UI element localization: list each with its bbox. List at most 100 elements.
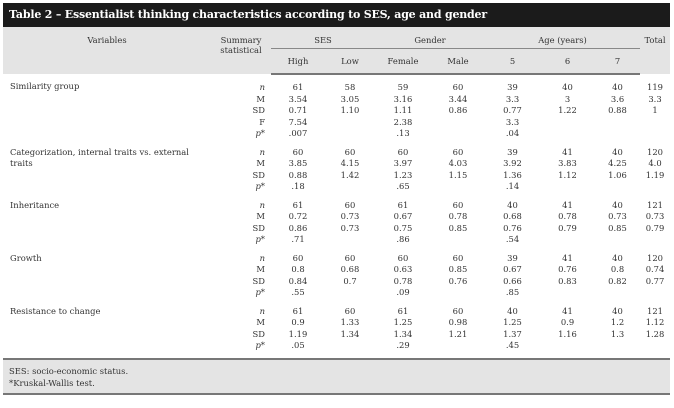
value-cell: 0.86 (288, 222, 308, 233)
value-cell: 0.98 (448, 317, 468, 327)
variable-label: Inheritance (10, 199, 60, 210)
value-cell: .71 (291, 234, 305, 244)
value-cell: .45 (505, 340, 520, 350)
value-cell: 60 (344, 146, 356, 157)
header-female: Female (375, 48, 431, 75)
value-cell (640, 287, 670, 299)
footnote: *Kruskal-Wallis test. (9, 377, 95, 388)
value-cell: 0.74 (645, 264, 665, 274)
value-cell: 39 (507, 252, 518, 263)
value-cell (431, 234, 485, 246)
value-cell: 119 (647, 81, 664, 92)
value-cell (640, 128, 670, 140)
value-cell: 1.16 (558, 328, 577, 339)
value-cell: 61 (292, 305, 304, 316)
table-figure: Table 2 – Essentialist thinking characte… (3, 3, 671, 395)
value-cell (595, 117, 640, 129)
value-cell: 0.73 (608, 211, 627, 221)
value-cell: .09 (396, 287, 410, 297)
header-male: Male (431, 48, 485, 75)
value-cell: 0.63 (393, 264, 413, 274)
value-cell: 0.73 (340, 222, 360, 233)
value-cell: 1.23 (393, 169, 413, 180)
summary-stat: n (259, 81, 265, 92)
value-cell: 0.77 (645, 275, 665, 286)
value-cell: 60 (397, 146, 409, 157)
header-age-7: 7 (595, 48, 641, 75)
value-cell (431, 287, 485, 299)
table-row: SD 0.86 0.73 0.75 0.85 0.76 0.79 0.85 0.79 (3, 223, 670, 235)
value-cell: 61 (397, 199, 409, 210)
value-cell: 3.97 (393, 158, 413, 168)
value-cell: 60 (452, 252, 464, 263)
value-cell: 0.78 (448, 211, 468, 221)
summary-stat: p* (255, 181, 265, 191)
variable-label: Resistance to change (10, 305, 101, 316)
table-footnotes: SES: socio-economic status. *Kruskal-Wal… (3, 357, 670, 395)
value-cell (431, 128, 485, 140)
value-cell: 1.19 (288, 328, 308, 339)
value-cell: 0.8 (610, 264, 625, 274)
value-cell: 3.85 (288, 158, 308, 168)
summary-stat: SD (252, 328, 265, 339)
value-cell (640, 234, 670, 246)
value-cell (325, 234, 375, 246)
value-cell: 0.88 (608, 105, 627, 115)
value-cell: 40 (612, 305, 623, 316)
value-cell: 39 (507, 82, 518, 92)
value-cell: 0.84 (288, 275, 308, 286)
value-cell: 1.37 (503, 328, 522, 339)
value-cell: 61 (292, 82, 304, 92)
value-cell: 0.8 (291, 264, 305, 274)
table-row: Similarity group n 61 58 59 60 39 40 40 119 (3, 74, 670, 94)
table-row: F 7.54 2.38 3.3 (3, 117, 670, 129)
value-cell (640, 340, 670, 358)
table-row: p* .55 .09 .85 (3, 287, 670, 299)
value-cell: 0.78 (393, 275, 413, 286)
value-cell: 41 (562, 146, 573, 157)
value-cell: 1.28 (645, 328, 665, 339)
value-cell: 0.79 (558, 222, 577, 233)
variable-label: Similarity group (10, 81, 80, 91)
value-cell: .05 (291, 340, 305, 350)
value-cell: 1.15 (448, 169, 468, 180)
value-cell: 0.7 (343, 275, 357, 286)
value-cell: 0.67 (393, 211, 413, 221)
summary-stat: SD (252, 222, 265, 233)
value-cell: 1.21 (448, 328, 468, 339)
value-cell (540, 181, 595, 193)
table-row: SD 0.71 1.10 1.11 0.86 0.77 1.22 0.88 1 (3, 105, 670, 117)
value-cell: 0.85 (448, 264, 468, 274)
value-cell: 0.77 (503, 105, 522, 115)
value-cell: 120 (647, 252, 664, 263)
value-cell: 1.12 (558, 169, 577, 180)
value-cell (540, 287, 595, 299)
value-cell: 60 (452, 199, 464, 210)
value-cell: 60 (452, 82, 464, 92)
summary-stat: p* (255, 340, 265, 350)
value-cell: 2.38 (393, 116, 413, 127)
table-row: M 0.9 1.33 1.25 0.98 1.25 0.9 1.2 1.12 (3, 317, 670, 329)
value-cell: 4.15 (340, 158, 360, 168)
value-cell: 60 (344, 305, 356, 316)
value-cell: 60 (452, 146, 464, 157)
value-cell: 4.0 (648, 158, 662, 168)
value-cell: 0.71 (288, 105, 308, 115)
value-cell: 3 (564, 93, 571, 104)
value-cell: 59 (397, 82, 409, 92)
summary-stat: F (259, 116, 265, 127)
summary-stat: p* (255, 128, 265, 138)
value-cell: 3.3 (648, 93, 662, 104)
value-cell: 3.44 (448, 93, 468, 104)
table-row: p* .18 .65 .14 (3, 181, 670, 193)
value-cell: 0.76 (503, 222, 522, 233)
value-cell: .14 (505, 181, 520, 191)
value-cell: 0.76 (558, 264, 577, 274)
summary-stat: n (259, 252, 265, 263)
value-cell: .007 (288, 128, 308, 138)
value-cell: 0.76 (448, 275, 468, 286)
summary-stat: M (256, 264, 265, 274)
value-cell: 40 (562, 82, 573, 92)
value-cell: 0.72 (288, 211, 308, 221)
value-cell: 7.54 (288, 116, 308, 127)
